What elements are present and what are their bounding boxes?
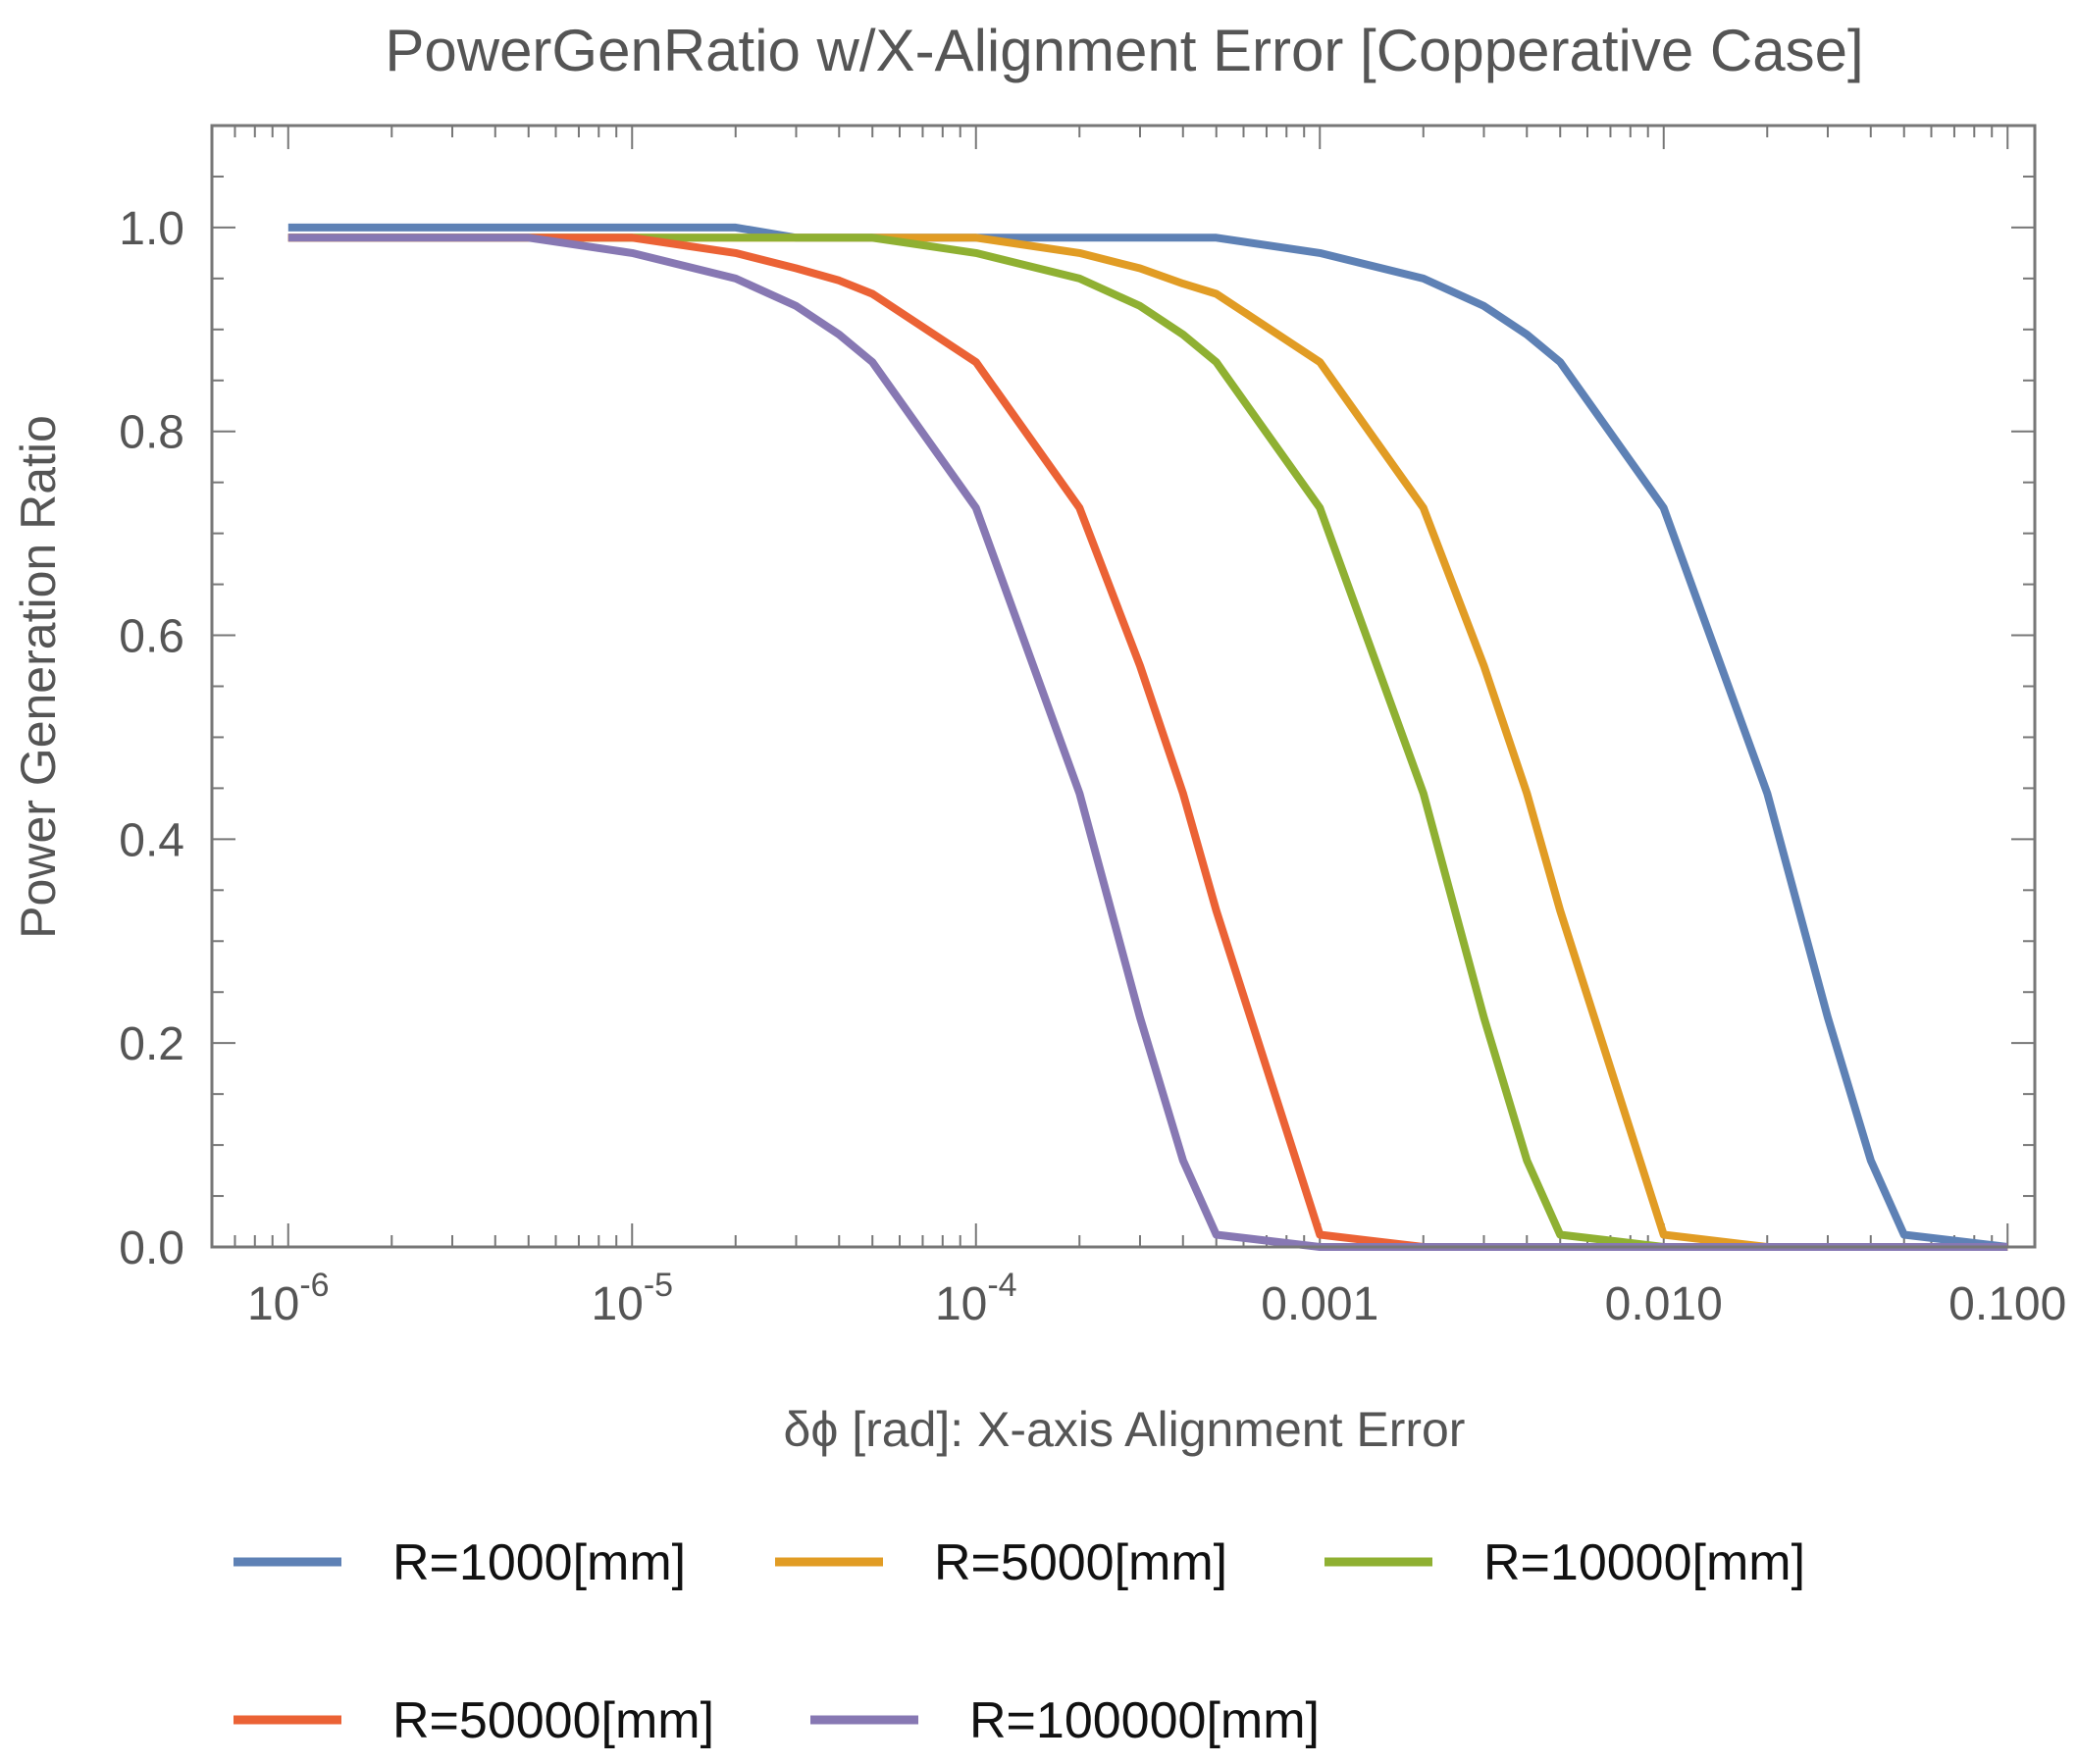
legend: R=1000[mm] R=5000[mm] R=10000[mm] R=50000[m… <box>234 1534 1805 1749</box>
y-tick-label: 0.4 <box>119 814 184 866</box>
legend-label: R=5000[mm] <box>934 1534 1227 1591</box>
y-tick-label: 0.0 <box>119 1222 184 1274</box>
legend-item-3: R=10000[mm] <box>1324 1534 1805 1591</box>
x-tick-label: 0.100 <box>1948 1278 2066 1330</box>
y-axis-label: Power Generation Ratio <box>11 415 66 939</box>
x-tick-labels: 10-6 10-5 10-4 0.001 0.010 0.100 <box>247 1267 2066 1330</box>
x-tick-label: 0.010 <box>1605 1278 1723 1330</box>
y-tick-label: 0.8 <box>119 407 184 459</box>
legend-label: R=1000[mm] <box>392 1534 686 1591</box>
series-line-1 <box>287 223 2008 1251</box>
plot-frame <box>210 124 2037 1249</box>
legend-item-2: R=5000[mm] <box>775 1534 1227 1591</box>
legend-label: R=10000[mm] <box>1483 1534 1805 1591</box>
legend-item-5: R=100000[mm] <box>810 1692 1320 1749</box>
y-tick-labels: 0.0 0.2 0.4 0.6 0.8 1.0 <box>119 203 184 1274</box>
legend-item-1: R=1000[mm] <box>234 1534 686 1591</box>
legend-label: R=100000[mm] <box>969 1692 1320 1749</box>
legend-item-4: R=50000[mm] <box>234 1692 714 1749</box>
x-axis-label: δϕ [rad]: X-axis Alignment Error <box>784 1402 1466 1457</box>
axis-ticks <box>211 125 2035 1248</box>
series-lines <box>287 223 2008 1251</box>
y-tick-label: 0.6 <box>119 611 184 663</box>
x-tick-label: 10-6 <box>247 1267 330 1330</box>
series-line-4 <box>287 233 2008 1251</box>
x-tick-label: 10-5 <box>591 1267 673 1330</box>
chart-title: PowerGenRatio w/X-Alignment Error [Coppe… <box>385 18 1863 83</box>
y-tick-label: 1.0 <box>119 203 184 255</box>
series-line-5 <box>287 233 2008 1251</box>
x-tick-label: 0.001 <box>1261 1278 1378 1330</box>
x-tick-label: 10-4 <box>935 1267 1017 1330</box>
y-tick-label: 0.2 <box>119 1018 184 1070</box>
legend-label: R=50000[mm] <box>392 1692 714 1749</box>
